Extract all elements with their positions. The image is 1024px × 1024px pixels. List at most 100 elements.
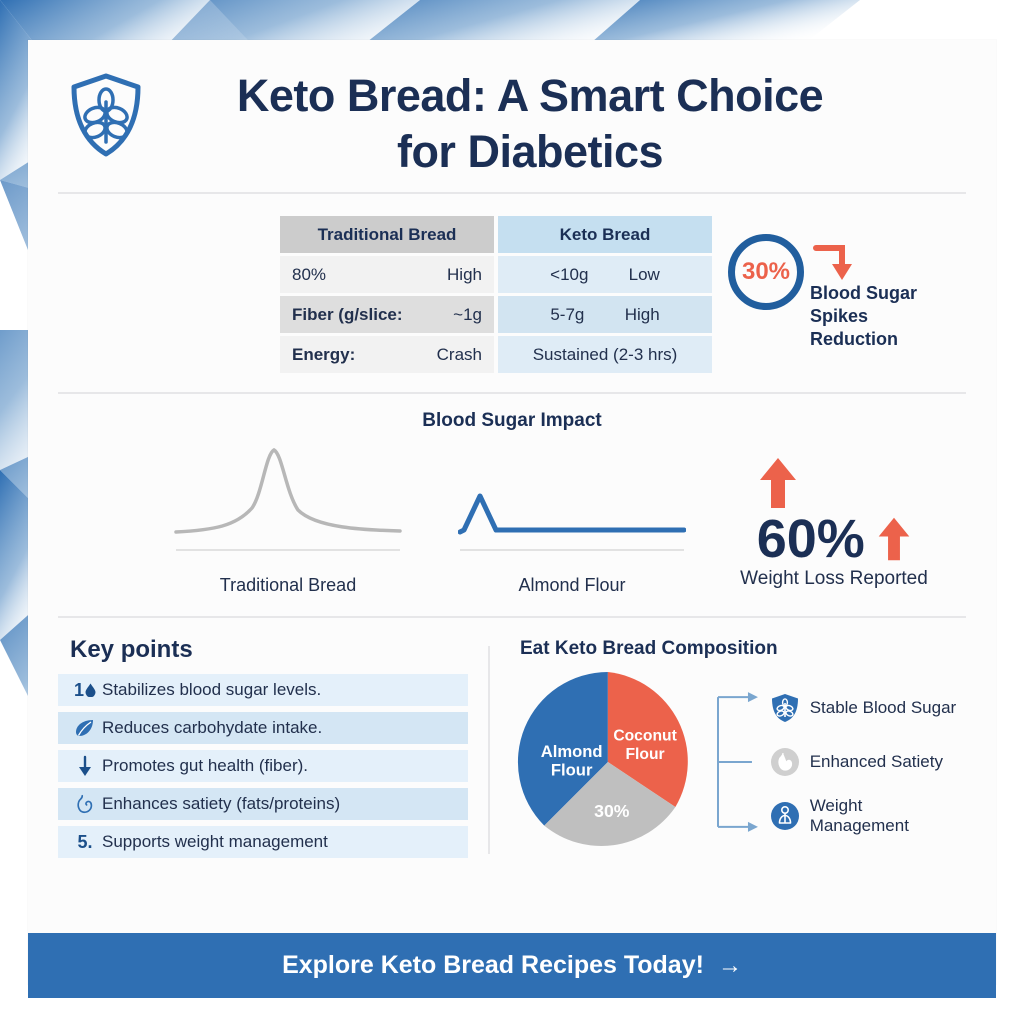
title-line-1: Keto Bread: A Smart Choice [236,70,824,121]
table-header-row: Traditional Bread Keto Bread [280,216,712,253]
svg-text:Flour: Flour [551,761,593,780]
comparison-table: Traditional Bread Keto Bread 80% High <1… [280,216,712,376]
arrow-up-icon [878,517,910,561]
list-item[interactable]: Enhances satiety (fats/proteins) [58,788,468,820]
badge-label-line-3: Reduction [810,329,898,349]
cell-label: <10g [550,264,589,284]
cell-label: 5-7g [550,304,585,324]
cell-traditional-carbs: 80% High [280,256,494,293]
key-point-text: Promotes gut health (fiber). [102,756,308,775]
table-header-traditional: Traditional Bread [280,216,494,253]
weight-loss-value: 60% [756,509,865,569]
leaf-icon [76,720,93,736]
arrow-down-icon [79,755,91,776]
curve-traditional [174,448,402,551]
vertical-divider [488,646,490,854]
key-point-marker-3 [68,755,102,777]
cell-label: 80% [292,264,327,284]
benefit-label: Stable Blood Sugar [809,698,957,717]
cell-label: Energy: [292,344,356,364]
stat-badge-ring: 30% [728,234,804,310]
key-point-marker-4 [68,793,102,815]
key-point-text: Stabilizes blood sugar levels. [102,680,322,699]
title-line-2: for Diabetics [396,126,664,177]
table-row: Energy: Crash Sustained (2-3 hrs) [280,336,712,373]
benefit-label: Enhanced Satiety [809,752,943,771]
list-item[interactable]: Stable Blood Sugar [770,681,966,735]
key-point-marker-1: 1 [68,680,102,701]
key-point-marker-2 [68,717,102,739]
chart-caption: Traditional Bread [219,575,357,595]
blood-sugar-row: Traditional Bread Almond Flour 60% [58,444,966,596]
svg-text:Flour: Flour [625,746,664,763]
list-item[interactable]: 5. Supports weight management [58,826,468,858]
stomach-icon [770,747,800,777]
pie-label-other: 30% [594,801,630,821]
composition-title: Eat Keto Bread Composition [520,638,778,659]
marker-text: 1 [73,679,84,700]
cell-keto-carbs: <10g Low [498,256,712,293]
shield-wheat-icon [770,693,800,723]
cell-value: High [624,304,660,324]
key-point-marker-5: 5. [68,832,102,853]
cta-label: Explore Keto Bread Recipes Today! [282,951,704,979]
divider-mid-1 [58,392,966,394]
key-points-panel: Key points 1 Stabilizes blood sugar leve… [58,628,468,864]
cta-button[interactable]: Explore Keto Bread Recipes Today! → [28,933,996,998]
pie-slice-coconut-flour [607,671,688,808]
droplet-icon [85,683,96,697]
bottom-section: Key points 1 Stabilizes blood sugar leve… [28,618,996,864]
list-item[interactable]: Reduces carbohydate intake. [58,712,468,744]
chart-caption: Almond Flour [518,575,626,595]
benefit-label: Weight Management [809,796,909,835]
cell-label: Sustained (2-3 hrs) [532,344,678,364]
table-row: 80% High <10g Low [280,256,712,293]
divider-top [58,192,966,194]
table-header-keto: Keto Bread [498,216,712,253]
list-item[interactable]: Enhanced Satiety [770,735,966,789]
stat-badge-value: 30% [741,258,791,285]
stomach-icon [77,794,93,814]
pie-label-almond-flour: Almond [541,742,603,761]
key-point-text: Supports weight management [102,832,328,851]
key-point-text: Reduces carbohydate intake. [102,718,323,737]
cell-value: High [447,264,482,284]
list-item[interactable]: Promotes gut health (fiber). [58,750,468,782]
stat-badge-text: Blood Sugar Spikes Reduction [810,234,932,351]
pie-slice-almond-flour [517,671,608,826]
pie-slice-other [544,762,676,846]
infographic-card: Keto Bread: A Smart Choice for Diabetics… [28,40,996,984]
cell-value: ~1g [453,304,482,324]
badge-label-line-1: Blood Sugar [810,283,917,303]
chart-traditional-bread: Traditional Bread [158,444,418,596]
cell-keto-fiber: 5-7g High [498,296,712,333]
cell-label: Fiber (g/slice: [292,304,403,324]
cell-value: Crash [436,344,482,364]
pie-label-coconut-flour: Coconut [613,727,677,744]
list-item[interactable]: 1 Stabilizes blood sugar levels. [58,674,468,706]
key-points-heading: Key points [70,636,193,663]
cell-value: Low [628,264,660,284]
comparison-section: Traditional Bread Keto Bread 80% High <1… [28,194,996,392]
blood-sugar-title: Blood Sugar Impact [422,410,602,431]
weight-scale-icon [770,801,800,831]
cell-traditional-energy: Energy: Crash [280,336,494,373]
key-point-text: Enhances satiety (fats/proteins) [102,794,341,813]
arrow-right-icon: → [717,951,742,979]
table-row: Fiber (g/slice: ~1g 5-7g High [280,296,712,333]
stat-badge-30: 30% Blood Sugar Spikes Reduction [728,216,932,351]
blood-sugar-section: Blood Sugar Impact Traditional Bread Alm… [28,394,996,602]
list-item[interactable]: Weight Management [770,789,966,843]
cell-traditional-fiber: Fiber (g/slice: ~1g [280,296,494,333]
benefits-list: Stable Blood Sugar Enhanced Satiety [770,681,966,843]
weight-loss-label: Weight Loss Reported [740,568,928,589]
header: Keto Bread: A Smart Choice for Diabetics [28,40,996,192]
bracket-connector [716,692,758,832]
arrow-up-icon [760,458,796,508]
pie-chart: Almond Flour Coconut Flour 30% [517,671,688,846]
marker-text: 5. [77,831,93,852]
weight-loss-stat: 60% Weight Loss Reported [702,458,966,596]
composition-row: Almond Flour Coconut Flour 30% [510,664,966,860]
divider-mid-2 [58,616,966,618]
curve-almond-flour [457,493,687,551]
